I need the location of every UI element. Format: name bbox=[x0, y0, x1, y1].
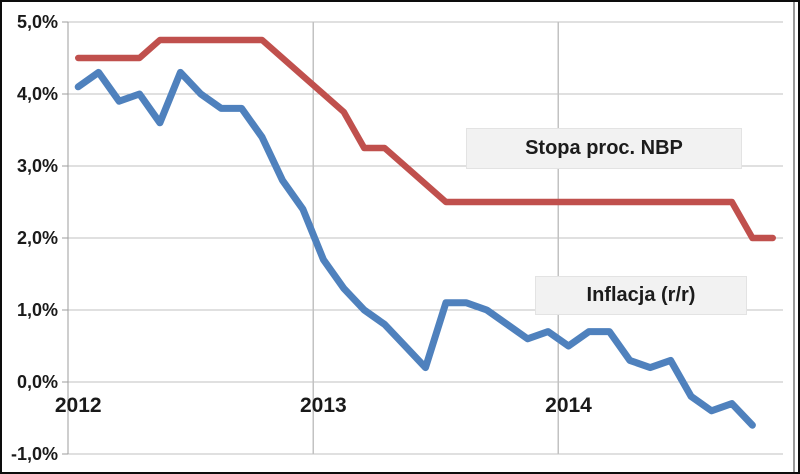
x-axis-year-label: 2014 bbox=[545, 394, 592, 417]
series-line-stopa-proc-nbp bbox=[74, 36, 776, 242]
y-axis-tick-label: 0,0% bbox=[16, 372, 58, 392]
series-label-stopa-text: Stopa proc. NBP bbox=[525, 137, 683, 159]
x-axis-year-label: 2013 bbox=[299, 394, 347, 417]
y-axis-tick-label: 3,0% bbox=[16, 156, 58, 176]
series-label-inflacja: Inflacja (r/r) bbox=[535, 276, 747, 315]
y-axis-tick-label: 2,0% bbox=[16, 228, 58, 248]
series-label-inflacja-text: Inflacja (r/r) bbox=[586, 284, 696, 306]
series-label-stopa-proc-nbp: Stopa proc. NBP bbox=[466, 128, 742, 169]
y-axis-tick-label: 5,0% bbox=[16, 12, 58, 32]
y-axis-tick-label: 1,0% bbox=[16, 300, 58, 320]
y-axis-tick-label: 4,0% bbox=[16, 84, 58, 104]
y-axis-tick-label: -1,0% bbox=[10, 444, 58, 464]
series-line-inflacja-r-r bbox=[74, 68, 756, 429]
x-axis-year-label: 2012 bbox=[54, 394, 102, 417]
